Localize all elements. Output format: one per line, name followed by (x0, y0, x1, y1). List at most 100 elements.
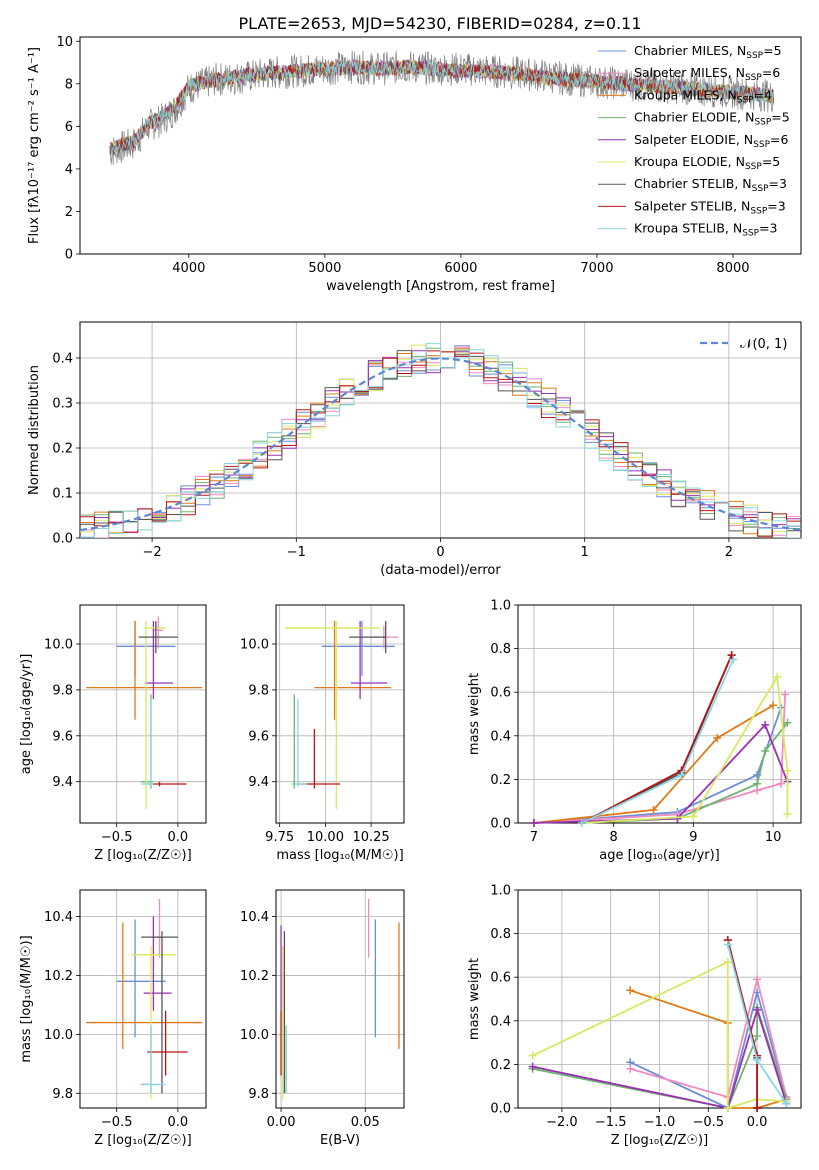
series-marker (677, 771, 686, 780)
y-axis-label: mass [log₁₀(M/M☉)] (19, 935, 34, 1062)
y-tick-label: 0.4 (490, 1014, 511, 1029)
series-marker (773, 672, 782, 681)
x-tick-label: 1 (581, 545, 589, 560)
series-marker (723, 940, 732, 949)
x-axis-label: E(B-V) (320, 1133, 360, 1148)
x-tick-label: 9.75 (265, 830, 294, 845)
legend-label: Chabrier MILES, NSSP=5 (634, 43, 782, 61)
y-tick-label: 9.4 (248, 775, 269, 790)
panel-age_vs_mass: 9.75 10.00 10.25 9.4 9.6 9.8 10.0 mass [log₁₀(M… (240, 604, 405, 863)
y-tick-label: 0.1 (52, 487, 73, 502)
series-marker (781, 690, 790, 699)
axes-frame (275, 604, 405, 824)
series-marker (753, 779, 762, 788)
panel-mass_vs_Z: −0.5 0.0 9.8 10.0 10.2 10.4 Z [log₁₀(Z/Z☉)] mas… (19, 889, 207, 1148)
y-tick-label: 10.0 (44, 638, 73, 653)
series-marker (777, 779, 786, 788)
series-marker (769, 701, 778, 710)
y-tick-label: 0.0 (490, 1102, 511, 1117)
y-tick-label: 0.0 (490, 817, 511, 832)
axes-frame (79, 36, 802, 255)
series-line (533, 704, 774, 824)
series-marker (529, 819, 538, 827)
x-tick-label: 8 (610, 830, 618, 845)
spectrum-lines (109, 50, 775, 166)
y-tick-label: 10.0 (44, 1028, 73, 1043)
axes-frame (79, 321, 802, 539)
x-axis-label: wavelength [Angstrom, rest frame] (326, 279, 555, 294)
x-tick-label: 7000 (580, 261, 613, 276)
x-axis-label: Z [log₁₀(Z/Z☉)] (94, 1133, 191, 1148)
legend-label: Kroupa STELIB, NSSP=3 (634, 221, 778, 239)
x-tick-label: −2.0 (546, 1115, 578, 1130)
y-tick-label: 9.8 (248, 1087, 269, 1102)
y-tick-label: 9.8 (52, 683, 73, 698)
x-tick-label: 4000 (172, 261, 205, 276)
series-line (581, 674, 789, 824)
x-tick-label: 2 (725, 545, 733, 560)
series-marker (626, 986, 635, 995)
x-axis-label: mass [log₁₀(M/M☉)] (276, 848, 403, 863)
y-tick-label: 0.2 (490, 773, 511, 788)
series-marker (649, 805, 658, 814)
figure-title: PLATE=2653, MJD=54230, FIBERID=0284, z=0… (238, 14, 641, 33)
series-marker (753, 1056, 762, 1065)
y-tick-label: 10 (56, 35, 73, 50)
y-tick-label: 10.0 (240, 638, 269, 653)
series-marker (528, 1051, 537, 1060)
y-tick-label: 9.6 (248, 729, 269, 744)
y-tick-label: 10.2 (240, 969, 269, 984)
legend-label: Chabrier STELIB, NSSP=3 (634, 176, 787, 194)
x-tick-label: 8000 (716, 261, 749, 276)
y-tick-label: 0.8 (490, 642, 511, 657)
y-tick-label: 10.0 (240, 1028, 269, 1043)
y-tick-label: 10.4 (44, 910, 73, 925)
x-tick-label: 0.0 (168, 1115, 189, 1130)
x-tick-label: −1.5 (595, 1115, 627, 1130)
axes-frame (517, 889, 802, 1109)
panel-mass_weight_vs_age: 7 8 9 10 0.0 0.2 0.4 0.6 0.8 1.0 age [log₁₀(age/yr… (467, 599, 802, 863)
series-marker (528, 1062, 537, 1071)
y-axis-label: Flux [fλ10⁻¹⁷ erg cm⁻² s⁻¹ A⁻¹] (27, 47, 42, 244)
series-marker (753, 1032, 762, 1041)
y-axis-label: Normed distribution (27, 365, 42, 495)
series-marker (723, 957, 732, 966)
x-axis-label: (data-model)/error (380, 563, 501, 578)
y-tick-label: 9.6 (52, 729, 73, 744)
y-tick-label: 0.8 (490, 927, 511, 942)
legend-label: Salpeter MILES, NSSP=6 (634, 65, 780, 83)
series-marker (753, 975, 762, 984)
series-marker (782, 1099, 791, 1108)
x-tick-label: 10.25 (352, 830, 389, 845)
series-marker (783, 810, 792, 819)
y-tick-label: 0.6 (490, 686, 511, 701)
panel-spectrum: 4000 5000 6000 7000 8000 0 2 4 6 8 10 wavelength [A… (27, 35, 802, 294)
series-marker (727, 651, 736, 660)
series-line (629, 989, 788, 1110)
legend-label: Chabrier ELODIE, NSSP=5 (634, 110, 790, 128)
x-axis-label: age [log₁₀(age/yr)] (599, 848, 720, 863)
x-tick-label: −0.5 (693, 1115, 725, 1130)
y-tick-label: 1.0 (490, 599, 511, 614)
y-tick-label: 0.2 (52, 442, 73, 457)
x-tick-label: 0.05 (351, 1115, 380, 1130)
series-line (533, 723, 789, 824)
series-marker (761, 747, 770, 756)
y-tick-label: 0.4 (52, 352, 73, 367)
series-marker (713, 733, 722, 742)
axes-frame (79, 604, 207, 824)
y-tick-label: 9.8 (248, 683, 269, 698)
series-line (533, 707, 782, 824)
x-tick-label: 0.00 (267, 1115, 296, 1130)
x-axis-label: Z [log₁₀(Z/Z☉)] (94, 848, 191, 863)
x-tick-label: 9 (689, 830, 697, 845)
spectrum-model-line (109, 59, 774, 157)
y-tick-label: 10.4 (240, 910, 269, 925)
y-axis-label: mass weight (467, 673, 482, 755)
axes-frame (79, 889, 207, 1109)
series-line (629, 979, 788, 1099)
y-tick-label: 0.6 (490, 971, 511, 986)
histogram-series (80, 343, 801, 538)
series-marker (723, 1104, 732, 1112)
